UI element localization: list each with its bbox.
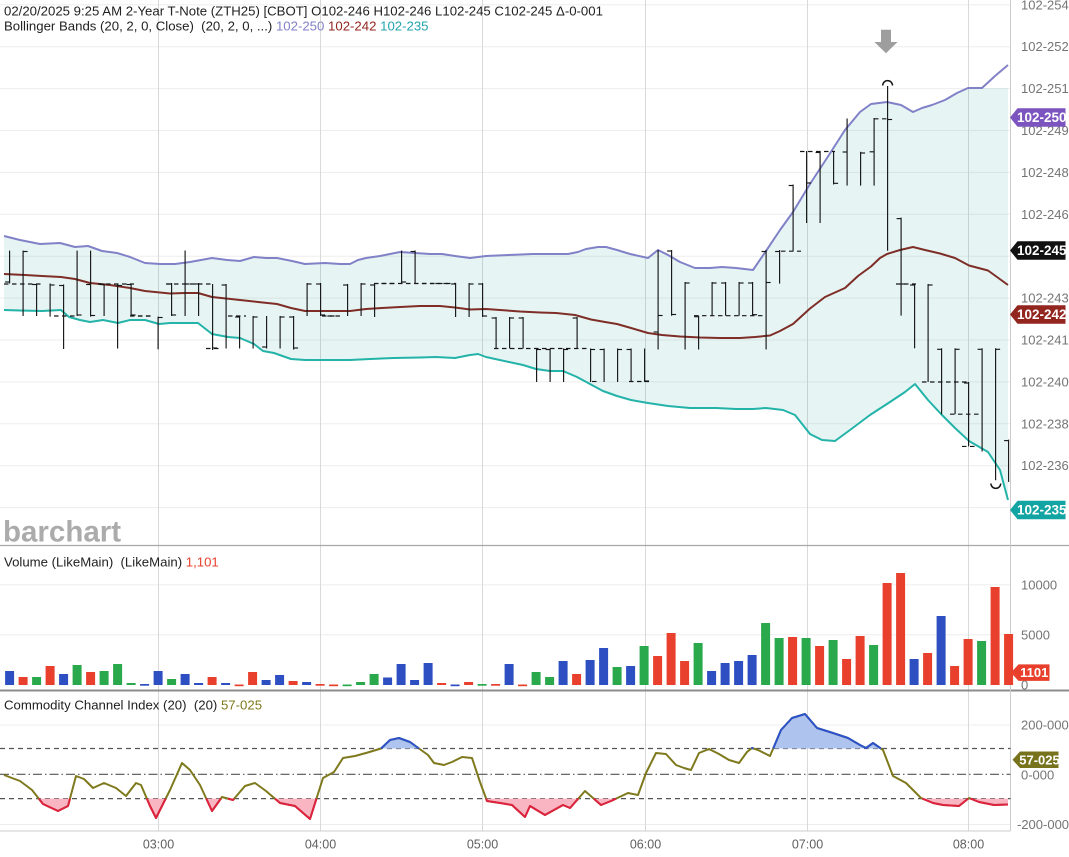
- svg-text:02/20/2025 9:25 AM 2-Year T-No: 02/20/2025 9:25 AM 2-Year T-Note (ZTH25)…: [4, 4, 603, 19]
- svg-text:57-025: 57-025: [1019, 752, 1059, 767]
- svg-text:05:00: 05:00: [467, 838, 498, 852]
- svg-text:barchart: barchart: [3, 516, 121, 549]
- svg-text:06:00: 06:00: [630, 838, 661, 852]
- svg-text:Bollinger Bands (20, 2, 0, Clo: Bollinger Bands (20, 2, 0, Close) (20, 2…: [4, 19, 429, 34]
- svg-text:07:00: 07:00: [792, 838, 823, 852]
- svg-text:102-236: 102-236: [1021, 458, 1069, 473]
- svg-text:102-250: 102-250: [1017, 110, 1067, 125]
- svg-text:102-242: 102-242: [1017, 307, 1067, 322]
- svg-text:10000: 10000: [1021, 578, 1057, 593]
- svg-text:03:00: 03:00: [143, 838, 174, 852]
- svg-text:0: 0: [1021, 678, 1028, 693]
- svg-text:102-254: 102-254: [1021, 0, 1069, 12]
- svg-text:102-238: 102-238: [1021, 416, 1069, 431]
- svg-text:5000: 5000: [1021, 628, 1050, 643]
- svg-text:04:00: 04:00: [305, 838, 336, 852]
- svg-text:102-241: 102-241: [1021, 333, 1069, 348]
- svg-text:0-000: 0-000: [1021, 768, 1054, 783]
- svg-text:102-243: 102-243: [1021, 291, 1069, 306]
- svg-text:102-245: 102-245: [1017, 243, 1067, 258]
- svg-text:102-251: 102-251: [1021, 81, 1069, 96]
- svg-text:-200-000: -200-000: [1017, 817, 1069, 832]
- svg-text:102-240: 102-240: [1021, 374, 1069, 389]
- svg-text:200-000: 200-000: [1021, 718, 1069, 733]
- svg-text:102-246: 102-246: [1021, 207, 1069, 222]
- svg-text:102-252: 102-252: [1021, 39, 1069, 54]
- svg-text:1101: 1101: [1020, 665, 1048, 680]
- svg-text:102-248: 102-248: [1021, 165, 1069, 180]
- svg-text:Volume (LikeMain) (LikeMain): Volume (LikeMain) (LikeMain) 1,101: [4, 555, 219, 570]
- svg-text:08:00: 08:00: [953, 838, 984, 852]
- svg-text:Commodity Channel Index (20): Commodity Channel Index (20) (20) 57-025: [4, 698, 262, 713]
- svg-text:102-235: 102-235: [1017, 503, 1067, 518]
